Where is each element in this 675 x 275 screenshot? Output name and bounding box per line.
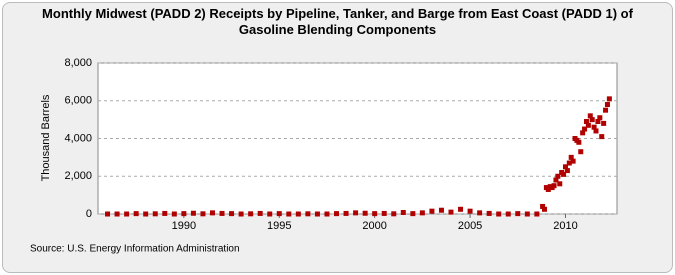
point (162, 210, 168, 216)
point (587, 113, 593, 119)
x-tick-label: 1995 (267, 220, 291, 232)
point (381, 210, 387, 216)
point (219, 210, 225, 216)
point (580, 130, 586, 136)
point (606, 96, 612, 102)
point (467, 208, 473, 214)
point (257, 210, 263, 216)
point (209, 210, 215, 216)
point (400, 209, 406, 215)
point (570, 158, 576, 164)
point (561, 171, 567, 177)
x-tick-label: 2010 (553, 220, 577, 232)
point (314, 211, 320, 217)
point (604, 102, 610, 108)
point (585, 122, 591, 128)
point (171, 211, 177, 217)
point (593, 128, 599, 134)
point (486, 210, 492, 216)
point (540, 203, 546, 209)
point (553, 177, 559, 183)
point (448, 209, 454, 215)
point (505, 211, 511, 217)
point (591, 124, 597, 130)
point (589, 117, 595, 123)
point (557, 181, 563, 187)
point (248, 211, 254, 217)
source: Source: U.S. Energy Information Administ… (30, 244, 240, 255)
point (564, 168, 570, 174)
point (362, 210, 368, 216)
point (496, 211, 502, 217)
point (566, 160, 572, 166)
point (568, 154, 574, 160)
point (429, 208, 435, 214)
point (105, 211, 111, 217)
point (114, 211, 120, 217)
x-tick-label: 1990 (172, 220, 196, 232)
y-axis-label: Thousand Barrels (40, 94, 52, 181)
y-tick-label: 4,000 (64, 132, 92, 144)
y-tick-label: 2,000 (64, 170, 92, 182)
point (477, 210, 483, 216)
point (229, 211, 235, 217)
point (238, 211, 244, 217)
point (578, 149, 584, 155)
point (582, 126, 588, 132)
point (190, 210, 196, 216)
y-tick-label: 8,000 (64, 57, 92, 69)
point (391, 211, 397, 217)
point (515, 211, 521, 217)
point (576, 139, 582, 145)
point (601, 120, 607, 126)
chart-title: Monthly Midwest (PADD 2) Receipts by Pip… (42, 6, 633, 37)
point (534, 211, 540, 217)
point (343, 210, 349, 216)
point (458, 206, 464, 212)
point (410, 211, 416, 217)
point (583, 119, 589, 125)
point (438, 207, 444, 213)
point (124, 211, 130, 217)
point (295, 211, 301, 217)
point (419, 210, 425, 216)
point (551, 183, 557, 189)
point (524, 211, 530, 217)
y-tick-label: 0 (86, 208, 92, 220)
point (143, 211, 149, 217)
point (305, 211, 311, 217)
point (181, 211, 187, 217)
point (603, 107, 609, 113)
point (286, 211, 292, 217)
point (545, 186, 551, 192)
point (267, 211, 273, 217)
point (372, 211, 378, 217)
point (276, 211, 282, 217)
x-tick-label: 2000 (362, 220, 386, 232)
point (152, 211, 158, 217)
point (324, 211, 330, 217)
x-tick-label: 2005 (458, 220, 482, 232)
point (562, 164, 568, 170)
point (334, 211, 340, 217)
point (133, 211, 139, 217)
point (595, 119, 601, 125)
point (200, 211, 206, 217)
y-tick-label: 6,000 (64, 95, 92, 107)
point (597, 115, 603, 121)
point (599, 134, 605, 140)
point (541, 206, 547, 212)
point (353, 210, 359, 216)
point (555, 173, 561, 179)
